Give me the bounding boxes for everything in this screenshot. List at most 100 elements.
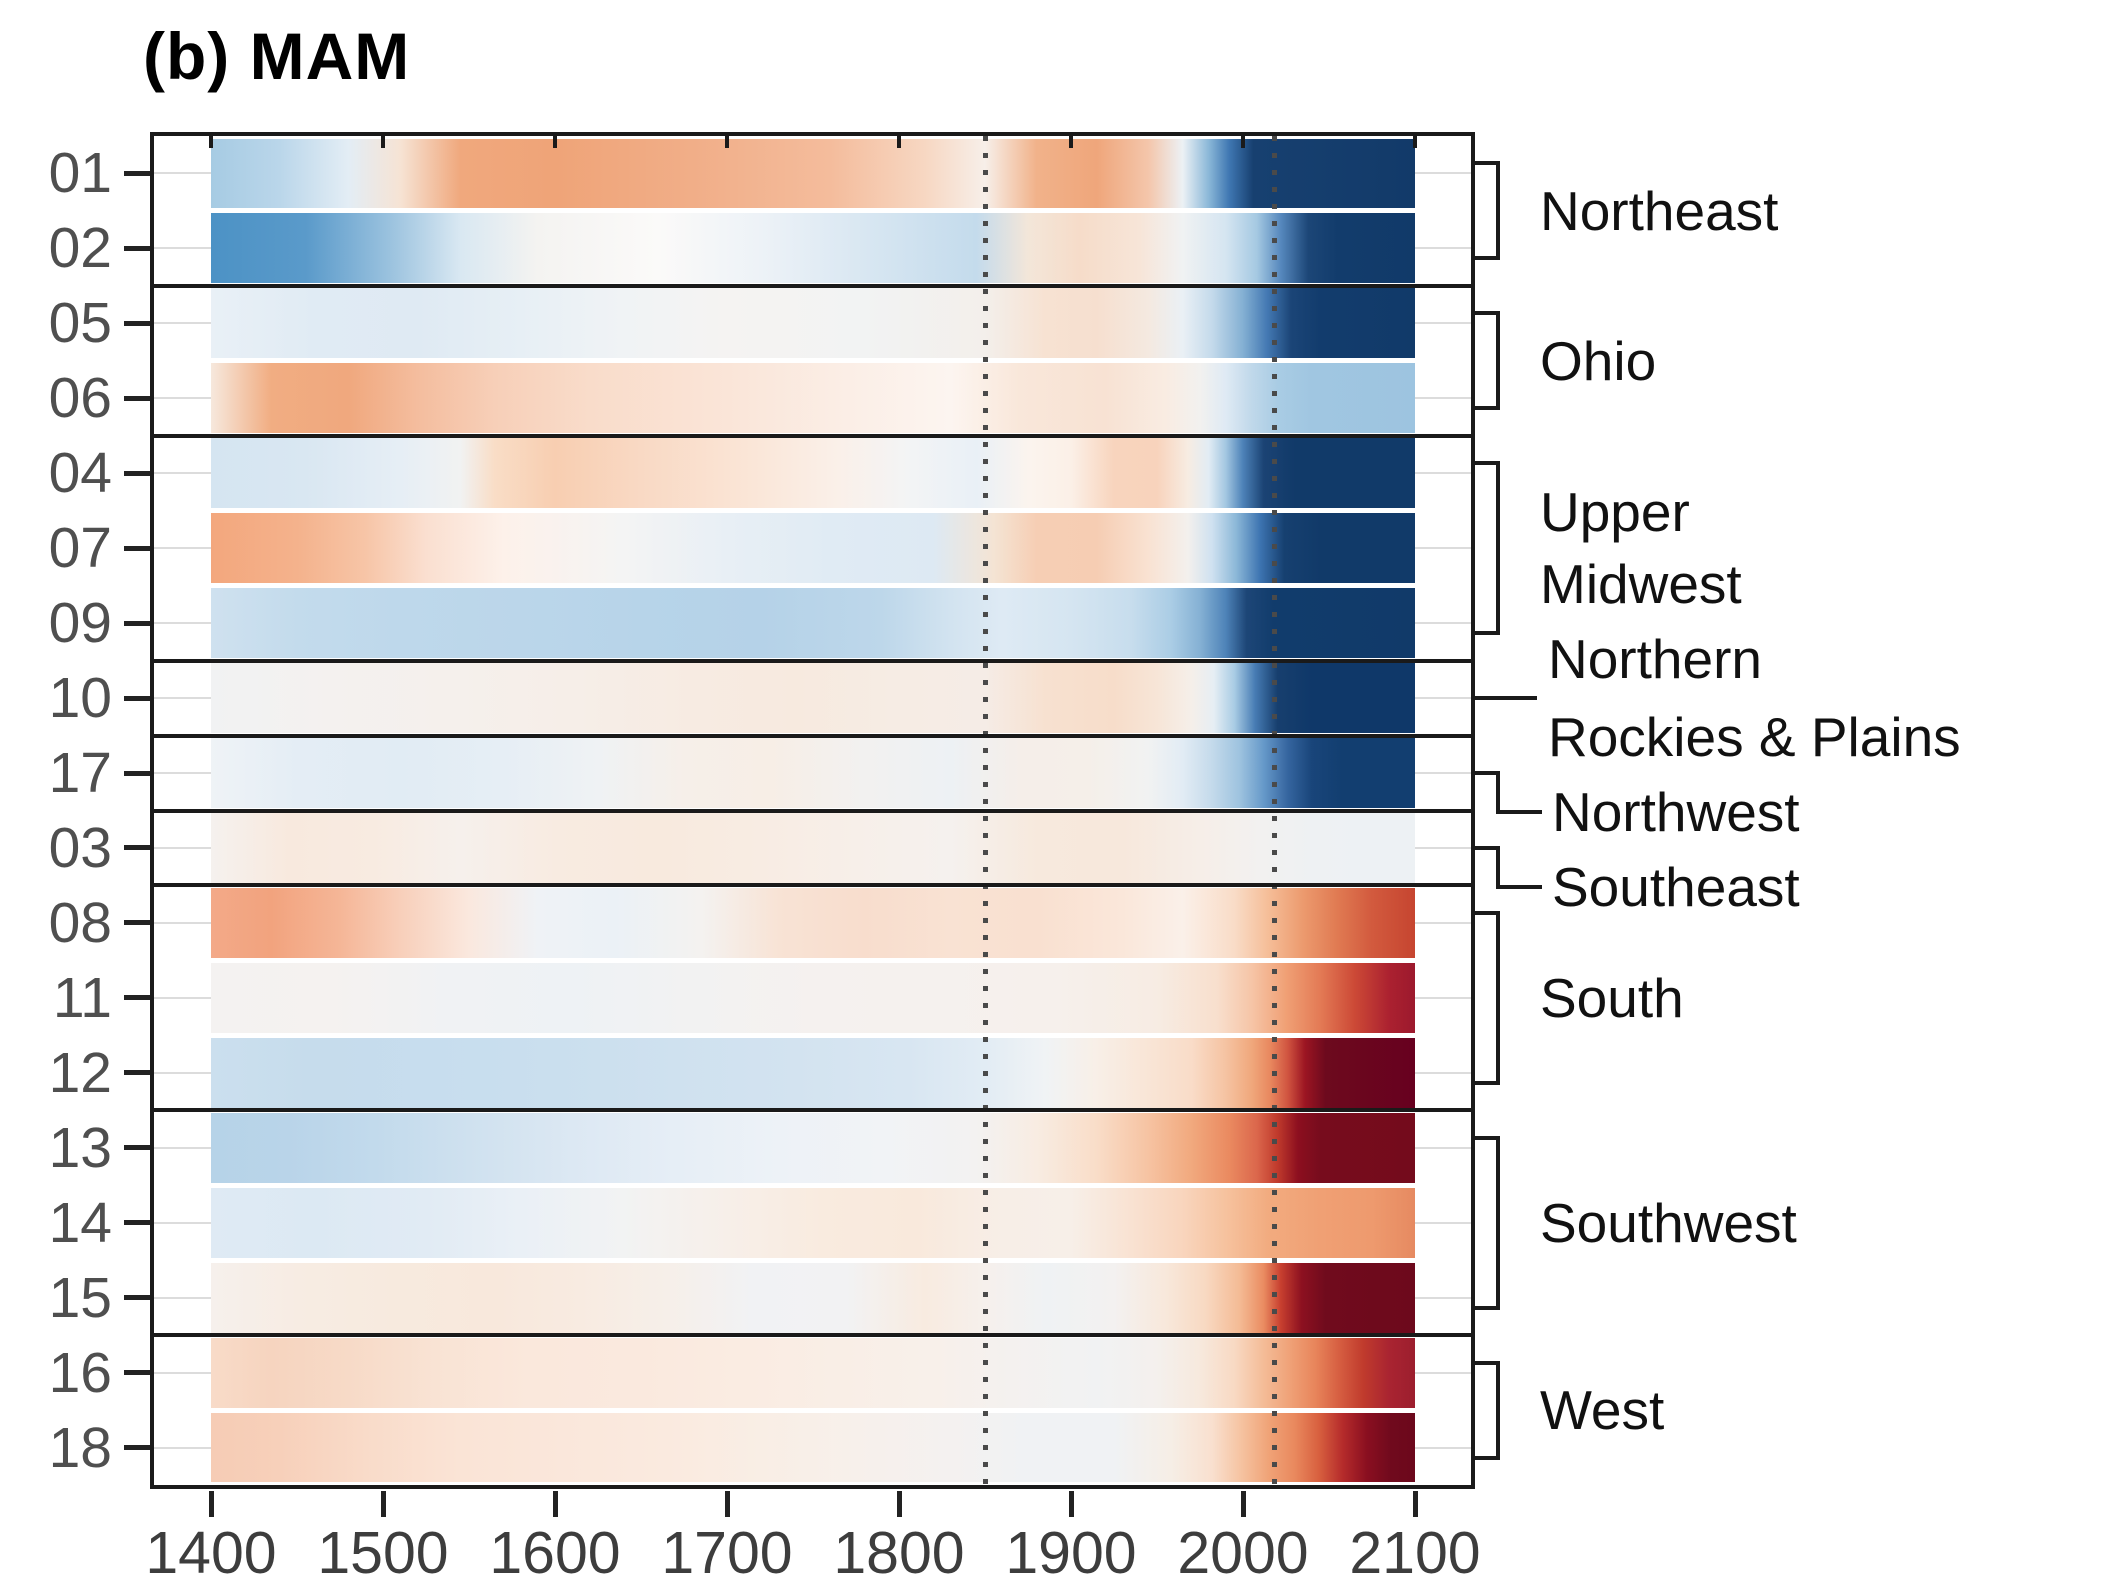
heatmap-row-11 — [211, 962, 1415, 1033]
top-axis-tick — [553, 136, 557, 148]
y-axis-tick — [124, 170, 150, 176]
top-axis-tick — [725, 136, 729, 148]
group-bracket-ohio — [1472, 311, 1500, 316]
group-label-northeast: Northeast — [1540, 179, 1779, 242]
y-axis-tick — [124, 1070, 150, 1076]
row-label-02: 02 — [48, 216, 112, 281]
group-separator-line — [154, 1108, 1471, 1113]
group-separator-line — [154, 283, 1471, 288]
group-label-northwest: Northwest — [1552, 781, 1800, 844]
heatmap-row-18 — [211, 1412, 1415, 1483]
group-separator-line — [154, 433, 1471, 438]
group-bracket-southwest — [1496, 1135, 1500, 1310]
y-axis-tick — [124, 845, 150, 851]
row-label-05: 05 — [48, 291, 112, 356]
group-bracket-ohio — [1496, 311, 1500, 411]
x-axis-tick — [896, 1491, 902, 1517]
group-bracket-west — [1472, 1360, 1500, 1365]
x-tick-label-1700: 1700 — [661, 1520, 793, 1586]
heatmap-row-17 — [211, 738, 1415, 808]
row-label-03: 03 — [48, 815, 112, 880]
group-bracket-northeast — [1496, 161, 1500, 261]
y-axis-tick — [124, 920, 150, 926]
x-tick-label-1400: 1400 — [145, 1520, 277, 1586]
group-bracket-upper-midwest — [1472, 631, 1500, 636]
row-label-18: 18 — [48, 1415, 112, 1480]
row-label-09: 09 — [48, 591, 112, 656]
heatmap-row-05 — [211, 288, 1415, 359]
group-bracket-southwest — [1472, 1305, 1500, 1310]
x-tick-label-1600: 1600 — [489, 1520, 621, 1586]
heatmap-row-04 — [211, 438, 1415, 509]
group-separator-line — [154, 733, 1471, 738]
heatmap-row-14 — [211, 1187, 1415, 1258]
x-axis-tick — [552, 1491, 558, 1517]
group-bracket-southeast — [1496, 884, 1542, 889]
group-bracket-southeast — [1496, 845, 1500, 889]
heatmap-row-10 — [211, 663, 1415, 734]
heatmap-row-16 — [211, 1337, 1415, 1408]
row-label-11: 11 — [52, 965, 112, 1030]
y-axis-tick — [124, 1370, 150, 1376]
group-separator-line — [154, 808, 1471, 813]
row-label-12: 12 — [48, 1040, 112, 1105]
y-axis-tick — [124, 245, 150, 251]
y-axis-tick — [124, 1445, 150, 1451]
row-label-16: 16 — [48, 1340, 112, 1405]
y-axis-tick — [124, 1295, 150, 1301]
top-axis-tick — [381, 136, 385, 148]
group-label-west: West — [1540, 1379, 1665, 1442]
heatmap-row-13 — [211, 1112, 1415, 1183]
top-axis-tick — [897, 136, 901, 148]
heatmap-row-12 — [211, 1037, 1415, 1108]
group-separator-line — [154, 658, 1471, 663]
row-label-17: 17 — [48, 741, 112, 806]
heatmap-row-08 — [211, 887, 1415, 958]
row-label-01: 01 — [48, 141, 112, 206]
top-axis-tick — [209, 136, 213, 148]
row-label-14: 14 — [48, 1190, 112, 1255]
heatmap-plot — [150, 132, 1475, 1489]
heatmap-row-09 — [211, 588, 1415, 659]
row-label-10: 10 — [48, 666, 112, 731]
y-axis-tick — [124, 1145, 150, 1151]
group-bracket-west — [1496, 1360, 1500, 1460]
group-bracket-southwest — [1472, 1135, 1500, 1140]
group-bracket-southeast — [1472, 845, 1500, 850]
x-axis-tick — [1412, 1491, 1418, 1517]
heatmap-row-03 — [211, 813, 1415, 883]
x-axis-tick — [1240, 1491, 1246, 1517]
row-label-13: 13 — [48, 1115, 112, 1180]
x-tick-label-1800: 1800 — [833, 1520, 965, 1586]
row-label-15: 15 — [48, 1265, 112, 1330]
x-axis-tick — [1068, 1491, 1074, 1517]
group-bracket-northeast — [1472, 256, 1500, 261]
heatmap-row-01 — [211, 138, 1415, 209]
group-bracket-ohio — [1472, 406, 1500, 411]
row-label-07: 07 — [48, 516, 112, 581]
group-bracket-south — [1472, 910, 1500, 915]
x-axis-tick — [380, 1491, 386, 1517]
group-bracket-northwest — [1472, 771, 1500, 776]
x-axis-tick — [724, 1491, 730, 1517]
y-axis-tick — [124, 1220, 150, 1226]
y-axis-tick — [124, 995, 150, 1001]
group-label-rockies-plains: Rockies & Plains — [1548, 706, 1961, 769]
group-bracket-upper-midwest — [1472, 461, 1500, 466]
top-axis-tick — [1241, 136, 1245, 148]
x-axis-tick — [208, 1491, 214, 1517]
heatmap-row-15 — [211, 1262, 1415, 1333]
group-bracket-south — [1472, 1080, 1500, 1085]
group-label-northern: Northern — [1548, 628, 1762, 691]
group-separator-line — [154, 883, 1471, 888]
heatmap-row-07 — [211, 513, 1415, 584]
group-bracket-south — [1496, 910, 1500, 1085]
heatmap-row-06 — [211, 363, 1415, 434]
x-tick-label-1900: 1900 — [1005, 1520, 1137, 1586]
group-bracket-west — [1472, 1455, 1500, 1460]
group-label-upper: Upper — [1540, 481, 1690, 544]
y-axis-tick — [124, 620, 150, 626]
group-bracket-northeast — [1472, 161, 1500, 166]
y-axis-tick — [124, 470, 150, 476]
